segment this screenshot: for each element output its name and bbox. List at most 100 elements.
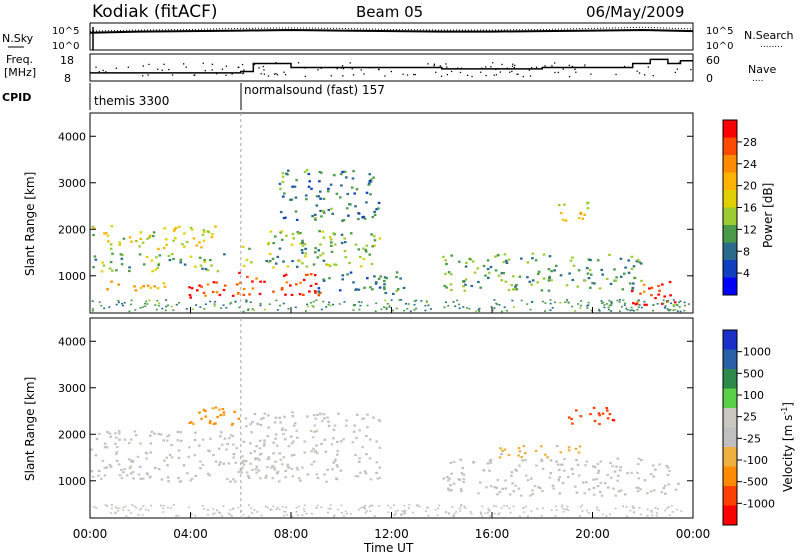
heatmap-cell: [189, 226, 193, 229]
heatmap-cell: [160, 504, 162, 507]
heatmap-cell: [144, 451, 148, 454]
heatmap-cell: [311, 304, 314, 307]
heatmap-cell: [517, 447, 521, 450]
heatmap-cell: [610, 303, 613, 305]
heatmap-cell: [403, 511, 406, 514]
nave-dot: [342, 68, 345, 70]
heatmap-cell: [207, 231, 211, 234]
heatmap-cell: [220, 431, 223, 434]
nave-dot: [105, 71, 107, 73]
freq-tick-18: 18: [60, 54, 74, 67]
heatmap-cell: [445, 286, 448, 289]
heatmap-cell: [242, 293, 246, 296]
heatmap-cell: [598, 414, 601, 417]
heatmap-cell: [631, 309, 634, 311]
heatmap-cell: [208, 422, 212, 425]
heatmap-cell: [502, 261, 506, 264]
heatmap-cell: [555, 505, 558, 508]
heatmap-cell: [393, 514, 396, 516]
heatmap-cell: [364, 248, 367, 251]
heatmap-cell: [302, 278, 306, 281]
power-colorbar-label: Power [dB]: [761, 183, 775, 248]
heatmap-cell: [225, 448, 228, 451]
heatmap-cell: [385, 306, 388, 309]
heatmap-cell: [638, 304, 641, 306]
heatmap-cell: [606, 486, 610, 489]
heatmap-cell: [657, 293, 660, 296]
heatmap-cell: [509, 511, 512, 514]
heatmap-cell: [318, 230, 321, 233]
heatmap-cell: [450, 472, 453, 475]
heatmap-cell: [527, 515, 529, 518]
heatmap-cell: [120, 257, 124, 260]
heatmap-cell: [90, 470, 94, 473]
heatmap-cell: [298, 259, 301, 262]
heatmap-cell: [530, 510, 533, 512]
heatmap-cell: [163, 285, 167, 288]
heatmap-cell: [269, 230, 273, 233]
heatmap-cell: [250, 261, 253, 264]
heatmap-cell: [266, 466, 269, 469]
heatmap-cell: [305, 310, 307, 312]
heatmap-cell: [312, 447, 315, 450]
heatmap-cell: [633, 276, 636, 279]
heatmap-cell: [415, 299, 418, 302]
heatmap-cell: [114, 432, 117, 435]
heatmap-cell: [292, 237, 296, 240]
heatmap-cell: [383, 306, 385, 308]
nave-dot: [568, 76, 571, 78]
heatmap-cell: [190, 287, 194, 290]
heatmap-cell: [486, 511, 489, 514]
heatmap-cell: [214, 460, 218, 463]
heatmap-cell: [609, 282, 613, 285]
heatmap-cell: [131, 504, 134, 506]
heatmap-cell: [392, 504, 395, 506]
nave-dot: [216, 73, 218, 75]
heatmap-cell: [311, 436, 315, 439]
nave-dot: [528, 69, 530, 71]
heatmap-cell: [640, 279, 643, 282]
heatmap-cell: [322, 300, 325, 303]
heatmap-cell: [520, 494, 523, 497]
heatmap-cell: [204, 415, 207, 418]
heatmap-cell: [599, 460, 603, 463]
heatmap-cell: [228, 437, 231, 440]
heatmap-cell: [386, 303, 389, 305]
heatmap-cell: [130, 512, 133, 514]
heatmap-cell: [373, 244, 376, 247]
heatmap-cell: [374, 282, 378, 285]
heatmap-cell: [179, 480, 183, 483]
heatmap-cell: [563, 469, 566, 472]
heatmap-cell: [209, 300, 212, 303]
heatmap-cell: [373, 235, 376, 238]
heatmap-cell: [154, 268, 158, 271]
nave-dot: [551, 65, 553, 67]
heatmap-cell: [674, 308, 677, 311]
heatmap-cell: [363, 217, 367, 220]
nave-dot: [342, 75, 344, 77]
heatmap-cell: [669, 309, 672, 311]
heatmap-cell: [305, 169, 309, 172]
nave-dot: [678, 62, 680, 64]
heatmap-cell: [577, 217, 581, 220]
heatmap-cell: [563, 203, 566, 206]
heatmap-cell: [344, 424, 348, 427]
heatmap-cell: [98, 301, 101, 303]
heatmap-cell: [409, 310, 412, 313]
heatmap-cell: [122, 304, 124, 307]
heatmap-cell: [122, 506, 125, 509]
heatmap-cell: [363, 470, 367, 473]
heatmap-cell: [314, 417, 317, 420]
heatmap-cell: [287, 169, 290, 172]
heatmap-cell: [394, 513, 397, 515]
heatmap-cell: [661, 283, 664, 286]
heatmap-cell: [284, 293, 287, 296]
heatmap-cell: [406, 307, 409, 310]
heatmap-cell: [251, 421, 254, 424]
nave-dot: [148, 63, 150, 66]
heatmap-cell: [234, 480, 237, 483]
nave-dot: [413, 73, 415, 76]
heatmap-cell: [104, 504, 107, 506]
heatmap-cell: [567, 509, 570, 511]
